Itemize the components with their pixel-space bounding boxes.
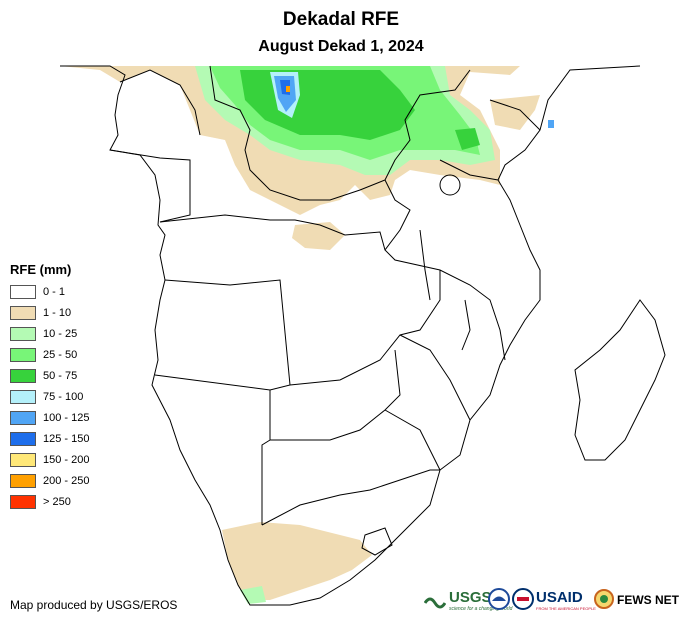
rain-area-1-10-east <box>490 95 540 130</box>
border-12 <box>119 69 201 136</box>
rain-area-50-75-east <box>455 128 480 150</box>
legend-swatch <box>10 284 36 299</box>
legend-swatch <box>10 452 36 467</box>
legend-item: 100 - 125 <box>10 407 89 428</box>
fewsnet-globe-icon <box>594 589 614 609</box>
rainfall-layer <box>60 66 554 604</box>
legend-label: 50 - 75 <box>43 369 78 382</box>
madagascar-outline <box>574 299 666 461</box>
border-3 <box>209 65 471 201</box>
legend-swatch <box>10 368 36 383</box>
legend-item: 0 - 1 <box>10 281 89 302</box>
map-title: Dekadal RFE <box>282 9 400 30</box>
rain-area-200-250 <box>286 86 290 92</box>
legend-swatch <box>10 431 36 446</box>
border-6 <box>289 270 441 386</box>
legend-swatch <box>10 347 36 362</box>
legend-label: 10 - 25 <box>43 327 78 340</box>
usaid-text: USAID <box>536 589 583 606</box>
legend-item: 1 - 10 <box>10 302 89 323</box>
legend: RFE (mm) 0 - 1 1 - 10 10 - 25 25 - 50 50 - 7… <box>10 262 89 512</box>
usaid-tagline: FROM THE AMERICAN PEOPLE <box>536 606 596 611</box>
country-borders <box>60 65 666 606</box>
legend-label: 25 - 50 <box>43 348 78 361</box>
border-10 <box>384 409 441 471</box>
legend-label: 200 - 250 <box>43 474 90 487</box>
lake-malawi <box>461 299 471 351</box>
legend-item: 200 - 250 <box>10 470 89 491</box>
border-13 <box>439 159 499 181</box>
legend-swatch <box>10 305 36 320</box>
legend-title: RFE (mm) <box>10 262 72 277</box>
legend-swatch <box>10 326 36 341</box>
lesotho-outline <box>361 527 393 556</box>
border-7 <box>261 390 271 525</box>
legend-item: > 250 <box>10 491 89 512</box>
legend-label: > 250 <box>43 495 71 508</box>
lake-tanganyika <box>419 229 431 301</box>
usgs-text: USGS <box>449 588 492 606</box>
legend-swatch <box>10 473 36 488</box>
border-8 <box>270 349 401 441</box>
legend-item: 25 - 50 <box>10 344 89 365</box>
map-credit: Map produced by USGS/EROS <box>10 598 178 612</box>
legend-list: 0 - 1 1 - 10 10 - 25 25 - 50 50 - 75 75 - 100… <box>10 281 89 512</box>
legend-item: 75 - 100 <box>10 386 89 407</box>
border-1 <box>109 149 191 223</box>
rain-area-100-125-east <box>548 120 554 128</box>
border-2 <box>159 214 386 251</box>
legend-label: 100 - 125 <box>43 411 90 424</box>
legend-swatch <box>10 494 36 509</box>
map-subtitle: August Dekad 1, 2024 <box>258 38 424 55</box>
border-5 <box>154 279 291 391</box>
border-14 <box>489 99 541 131</box>
border-9 <box>261 469 440 526</box>
legend-label: 1 - 10 <box>43 306 72 319</box>
legend-item: 125 - 150 <box>10 428 89 449</box>
legend-item: 10 - 25 <box>10 323 89 344</box>
legend-item: 150 - 200 <box>10 449 89 470</box>
usgs-wave-icon <box>424 597 446 609</box>
border-4 <box>384 179 506 361</box>
legend-swatch <box>10 389 36 404</box>
legend-swatch <box>10 410 36 425</box>
rain-area-1-10-cape <box>222 522 372 600</box>
usaid-logo: USAID FROM THE AMERICAN PEOPLE <box>536 586 596 614</box>
legend-label: 150 - 200 <box>43 453 90 466</box>
usgs-logo: USGS science for a changing world <box>424 586 512 614</box>
border-11 <box>399 334 471 421</box>
legend-label: 125 - 150 <box>43 432 90 445</box>
usgs-tagline: science for a changing world <box>449 605 513 612</box>
fewsnet-text: FEWS NET <box>617 593 679 607</box>
rain-area-1-10-congo <box>292 222 345 250</box>
fewsnet-logo: FEWS NET <box>617 586 679 614</box>
lake-victoria <box>439 174 461 196</box>
continent-outline <box>60 65 641 606</box>
legend-item: 50 - 75 <box>10 365 89 386</box>
legend-label: 75 - 100 <box>43 390 84 403</box>
legend-label: 0 - 1 <box>43 285 66 298</box>
noaa-logo-icon <box>488 588 510 610</box>
usaid-seal-icon <box>512 588 534 610</box>
